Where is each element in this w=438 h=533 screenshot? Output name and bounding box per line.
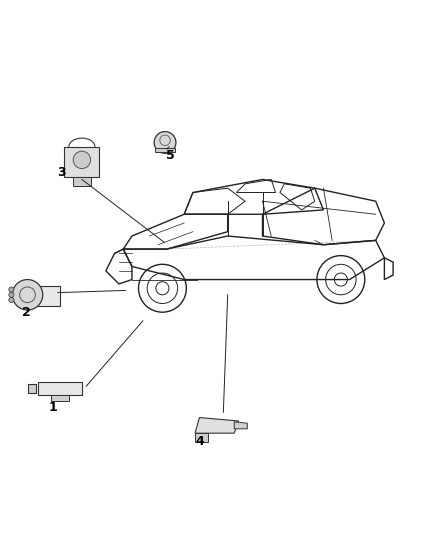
Text: 2: 2 [22,306,31,319]
Polygon shape [39,382,82,395]
Circle shape [9,287,14,292]
Polygon shape [73,177,91,186]
Text: 4: 4 [195,435,204,448]
Circle shape [154,132,176,154]
Polygon shape [64,147,99,177]
Polygon shape [234,422,247,429]
Circle shape [12,279,43,310]
Circle shape [9,297,14,303]
Text: 1: 1 [48,401,57,415]
Polygon shape [195,417,239,433]
Polygon shape [195,433,208,442]
Text: 3: 3 [57,166,66,180]
Circle shape [9,292,14,297]
Circle shape [73,151,91,168]
Polygon shape [155,148,175,152]
Polygon shape [34,286,60,305]
Polygon shape [51,395,69,401]
Polygon shape [28,384,36,393]
Text: 5: 5 [166,149,175,162]
